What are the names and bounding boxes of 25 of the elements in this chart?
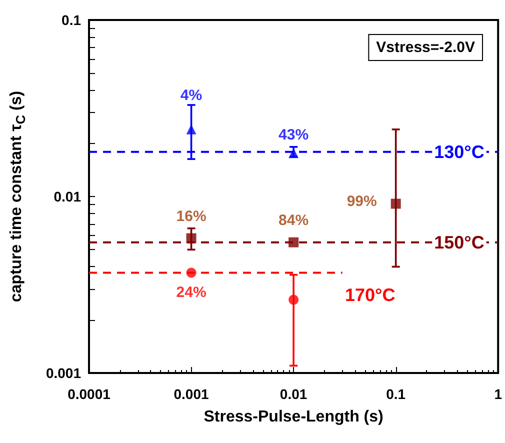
ref-line-label: 130°C xyxy=(434,142,484,162)
x-tick-label: 1 xyxy=(494,386,502,402)
x-tick-label: 0.01 xyxy=(280,386,308,402)
y-tick-label: 0.1 xyxy=(62,12,82,28)
point xyxy=(390,198,401,209)
point xyxy=(186,233,196,244)
y-tick-label: 0.01 xyxy=(54,188,82,204)
ref-line-label: 150°C xyxy=(434,232,484,252)
annotation: Vstress=-2.0V xyxy=(376,39,476,56)
annotation: 170°C xyxy=(345,285,396,305)
y-axis-title: capture time constant τC (s) xyxy=(8,90,28,302)
x-axis-title: Stress-Pulse-Length (s) xyxy=(204,408,384,426)
y-tick-label: 0.001 xyxy=(46,365,82,381)
annotation: 43% xyxy=(278,126,309,144)
x-tick-label: 0.001 xyxy=(174,386,209,402)
annotation: 16% xyxy=(176,208,206,225)
annotation: 24% xyxy=(176,284,206,302)
point xyxy=(288,294,299,305)
point xyxy=(288,237,299,248)
point xyxy=(186,268,196,278)
annotation: 99% xyxy=(346,193,377,210)
annotation: 4% xyxy=(180,86,202,104)
x-tick-label: 0.0001 xyxy=(68,386,111,402)
x-tick-label: 0.1 xyxy=(386,386,406,402)
annotation: 84% xyxy=(278,212,309,229)
